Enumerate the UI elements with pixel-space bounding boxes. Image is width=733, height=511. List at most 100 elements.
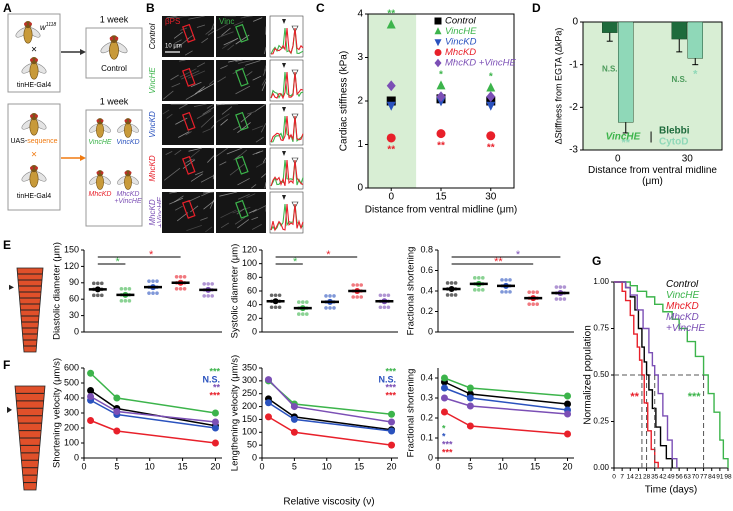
data-point	[500, 278, 504, 282]
x-axis-label: Time (days)	[645, 485, 697, 496]
fly-eye	[34, 58, 38, 62]
marker	[440, 374, 448, 382]
marker	[436, 91, 446, 103]
data-point	[182, 287, 187, 291]
marker	[466, 394, 474, 402]
texture	[261, 173, 267, 178]
data-point	[332, 294, 336, 298]
texture	[162, 90, 174, 100]
significance-label: **	[621, 137, 630, 149]
significance-label: **	[630, 391, 639, 403]
data-point	[178, 275, 183, 279]
fly-eye	[30, 114, 34, 118]
micrograph	[162, 192, 214, 233]
texture	[255, 161, 267, 168]
x-tick-label: 14	[627, 474, 635, 481]
y-tick-label: 300	[242, 375, 257, 385]
data-point	[332, 306, 336, 310]
data-point	[182, 275, 187, 279]
channel-label: βPS	[165, 17, 180, 26]
texture	[237, 178, 250, 186]
micrograph	[216, 60, 266, 101]
roi-box	[181, 155, 196, 175]
roi-box	[181, 67, 196, 87]
data-point	[123, 299, 128, 303]
data-point	[386, 305, 391, 310]
data-point	[277, 305, 282, 310]
fly-body	[96, 174, 104, 190]
texture	[187, 70, 206, 79]
texture	[190, 173, 203, 182]
data-point	[202, 282, 206, 286]
driver-label: tinHE-Gal4	[17, 193, 51, 200]
texture	[220, 118, 228, 126]
legend-label: MhcKD	[445, 47, 476, 58]
data-point	[277, 293, 282, 298]
data-point	[328, 294, 332, 298]
y-tick-label: 0.4	[420, 285, 433, 295]
panel-label: B	[146, 1, 155, 15]
x-tick-label: 49	[667, 474, 675, 481]
texture	[252, 151, 261, 155]
data-point	[273, 305, 278, 310]
texture	[189, 149, 200, 159]
texture	[194, 171, 204, 176]
y-tick-label: 100	[242, 258, 257, 268]
y-tick-label: 80	[247, 272, 257, 282]
genotype-label-box: MhcKD	[89, 191, 112, 198]
texture	[240, 15, 250, 19]
x-tick-label: 0	[612, 474, 616, 481]
data-point	[297, 312, 301, 316]
y-tick-label: 0.50	[593, 370, 609, 379]
texture	[186, 225, 202, 232]
cross-symbol: ×	[31, 150, 37, 161]
y-tick-label: 0.75	[593, 324, 609, 333]
texture	[228, 59, 238, 63]
genotype-sup: 1118	[46, 22, 57, 28]
fly-body	[124, 122, 132, 138]
texture	[198, 83, 215, 93]
pointer	[9, 284, 14, 290]
marker	[113, 408, 121, 415]
texture	[194, 86, 205, 95]
fly-eye	[96, 171, 100, 175]
marker	[290, 403, 298, 411]
marker	[388, 427, 396, 435]
data-point	[151, 291, 155, 295]
arrow-head	[80, 155, 86, 161]
significance-label: *	[516, 249, 521, 261]
intensity-trace	[270, 203, 304, 232]
texture	[201, 37, 209, 44]
y-tick-label: 0.8	[420, 244, 433, 254]
cross-symbol: ×	[31, 45, 37, 56]
significance-label: *	[439, 69, 443, 80]
genotype-label-box: VincHE	[88, 139, 111, 146]
micrograph	[216, 192, 266, 233]
bar	[671, 21, 687, 40]
texture	[235, 149, 248, 160]
marker	[87, 387, 95, 394]
y-tick-label: 100	[242, 427, 257, 437]
data-point	[445, 293, 450, 297]
y-tick-label: -1	[569, 59, 578, 70]
y-tick-label: 50	[247, 440, 257, 450]
texture	[252, 75, 262, 81]
x-tick-label: 77	[700, 474, 708, 481]
x-tick-label: 30	[485, 192, 497, 203]
data-point	[508, 290, 512, 294]
texture	[170, 74, 179, 81]
y-tick-label: 150	[64, 244, 79, 254]
y-tick-label: 30	[69, 310, 79, 320]
data-point	[92, 293, 96, 298]
texture	[185, 131, 192, 136]
marker	[87, 393, 95, 400]
x-tick-label: 0	[259, 461, 264, 471]
texture	[188, 147, 203, 152]
data-point	[386, 293, 391, 298]
data-point	[210, 294, 214, 298]
y-tick-label: 1.00	[593, 277, 609, 286]
y-axis-label: Shortening velocity (μm/s)	[52, 358, 63, 468]
texture	[265, 205, 267, 212]
intensity-trace	[270, 159, 304, 187]
y-tick-label: 0	[252, 326, 257, 336]
